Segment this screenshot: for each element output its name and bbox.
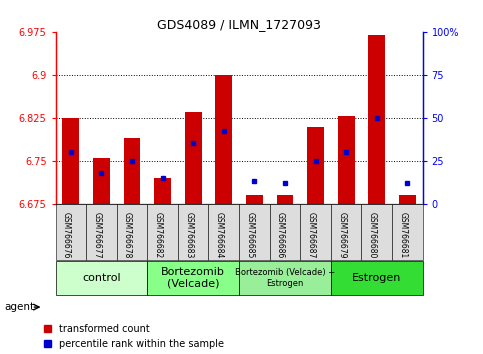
Bar xyxy=(185,112,201,204)
Text: GSM766681: GSM766681 xyxy=(398,212,407,258)
Text: GSM766677: GSM766677 xyxy=(92,212,101,258)
Bar xyxy=(117,204,147,260)
Text: GSM766680: GSM766680 xyxy=(368,212,377,258)
Text: GSM766682: GSM766682 xyxy=(154,212,163,258)
Bar xyxy=(209,204,239,260)
Bar xyxy=(215,75,232,204)
Bar xyxy=(93,158,110,204)
Bar xyxy=(147,204,178,260)
Bar xyxy=(300,204,331,260)
Bar xyxy=(62,118,79,204)
Text: GSM766687: GSM766687 xyxy=(307,212,315,258)
Bar xyxy=(392,204,423,260)
Bar xyxy=(331,204,361,260)
Bar xyxy=(86,204,117,260)
Text: GSM766685: GSM766685 xyxy=(245,212,255,258)
Bar xyxy=(56,204,86,260)
Text: Bortezomib (Velcade) +
Estrogen: Bortezomib (Velcade) + Estrogen xyxy=(235,268,335,287)
Bar xyxy=(331,261,423,295)
Bar xyxy=(361,204,392,260)
Bar xyxy=(147,261,239,295)
Bar xyxy=(178,204,209,260)
Text: GSM766686: GSM766686 xyxy=(276,212,285,258)
Bar xyxy=(239,261,331,295)
Title: GDS4089 / ILMN_1727093: GDS4089 / ILMN_1727093 xyxy=(157,18,321,31)
Bar xyxy=(239,204,270,260)
Text: control: control xyxy=(82,273,121,283)
Bar xyxy=(56,261,147,295)
Bar xyxy=(277,195,293,204)
Text: Estrogen: Estrogen xyxy=(352,273,401,283)
Bar xyxy=(307,127,324,204)
Bar xyxy=(154,178,171,204)
Text: agent: agent xyxy=(5,302,35,312)
Text: GSM766679: GSM766679 xyxy=(337,212,346,258)
Bar xyxy=(399,195,416,204)
Bar xyxy=(369,35,385,204)
Bar xyxy=(246,195,263,204)
Text: GSM766683: GSM766683 xyxy=(184,212,193,258)
Text: GSM766678: GSM766678 xyxy=(123,212,132,258)
Text: GSM766676: GSM766676 xyxy=(62,212,71,258)
Text: Bortezomib
(Velcade): Bortezomib (Velcade) xyxy=(161,267,225,289)
Legend: transformed count, percentile rank within the sample: transformed count, percentile rank withi… xyxy=(43,324,224,349)
Bar xyxy=(124,138,141,204)
Text: GSM766684: GSM766684 xyxy=(215,212,224,258)
Bar xyxy=(338,116,355,204)
Bar xyxy=(270,204,300,260)
